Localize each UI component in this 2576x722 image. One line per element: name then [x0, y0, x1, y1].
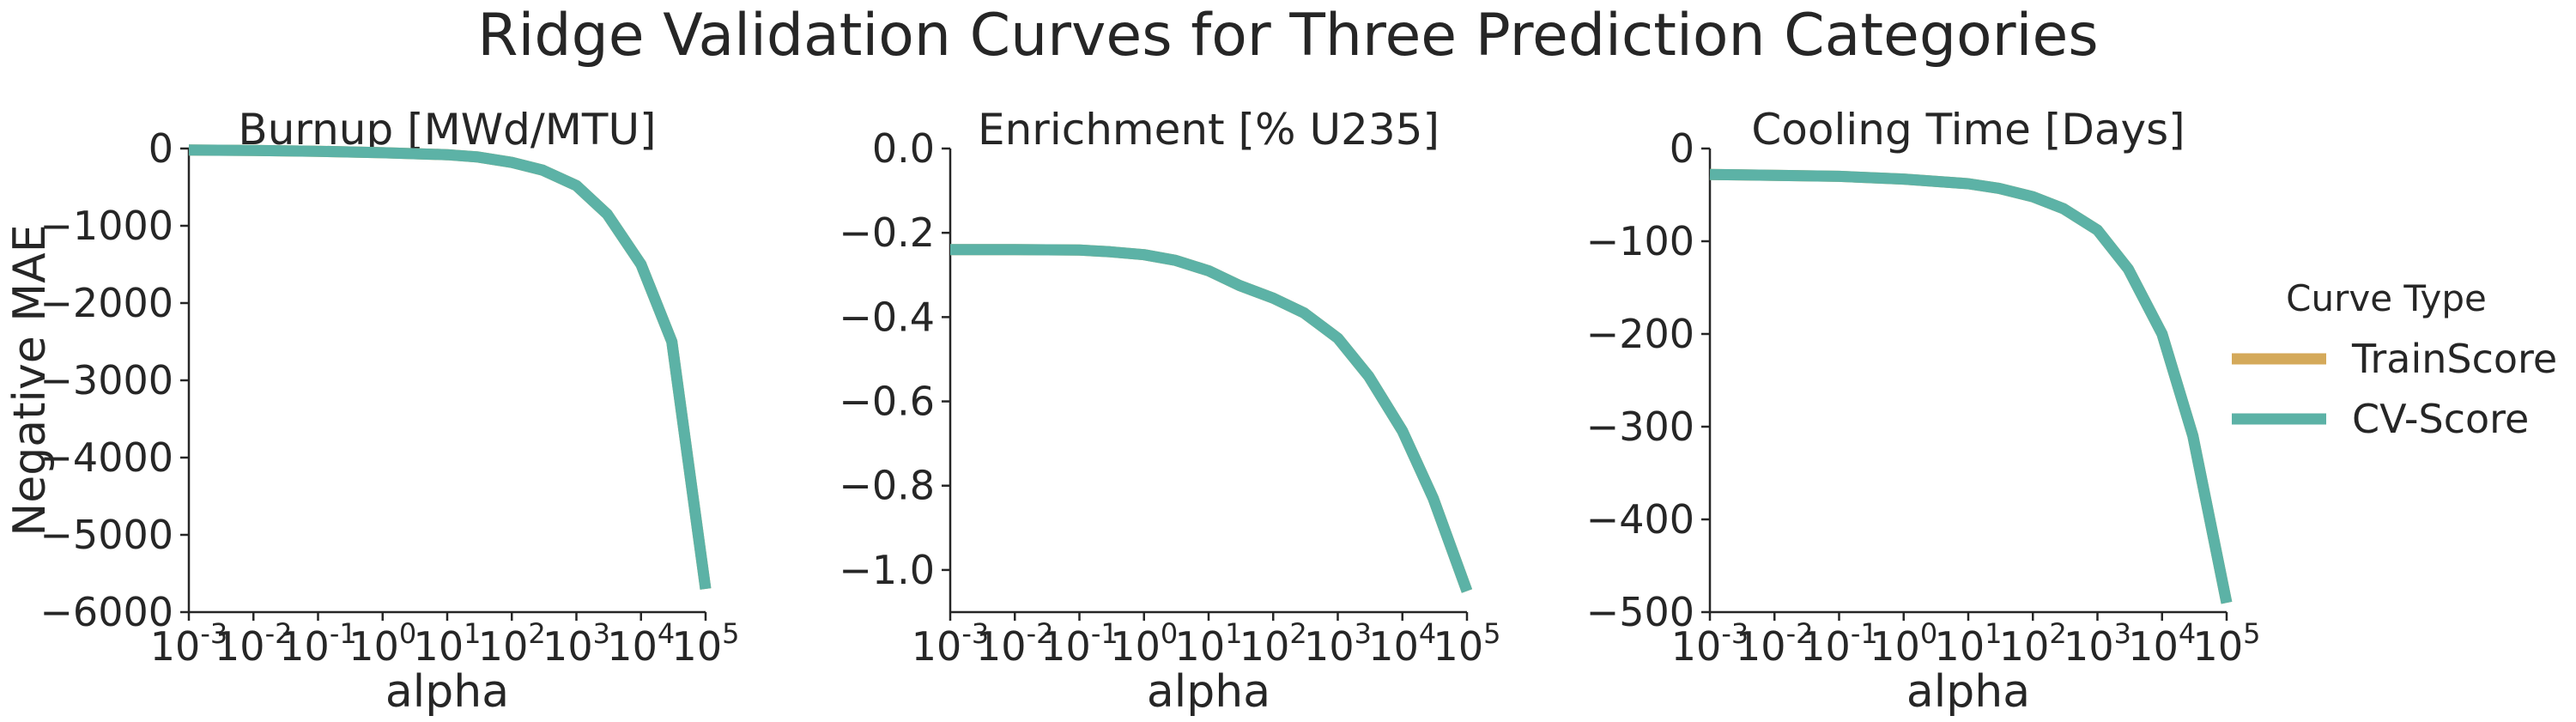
series-line-trainscore — [1709, 168, 2233, 604]
chart-title: Ridge Validation Curves for Three Predic… — [477, 2, 2099, 70]
y-tick-label: 0.0 — [872, 125, 935, 172]
x-axis-label: alpha — [1147, 666, 1270, 718]
y-tick-label: −3000 — [39, 357, 173, 403]
series-line-cv-score — [1709, 168, 2233, 604]
x-tick-label: 100 — [349, 617, 416, 670]
y-axis-label: Negative MAE — [4, 224, 56, 536]
y-tick-label: −0.8 — [839, 463, 935, 509]
x-tick-label: 10-1 — [279, 617, 356, 670]
subplot-1: 0−1000−2000−3000−4000−5000−600010-310-21… — [4, 105, 739, 718]
y-tick-label: −1000 — [39, 203, 173, 249]
legend-label: TrainScore — [2351, 336, 2557, 382]
y-tick-label: −0.4 — [839, 294, 935, 340]
y-tick-label: −100 — [1586, 218, 1694, 264]
x-tick-label: 103 — [2064, 617, 2131, 670]
series-line-trainscore — [188, 144, 712, 590]
x-tick-label: 10-2 — [215, 617, 292, 670]
y-tick-label: −0.6 — [839, 379, 935, 425]
x-tick-label: 102 — [478, 617, 546, 670]
y-tick-label: −500 — [1586, 589, 1694, 635]
y-tick-label: −2000 — [39, 280, 173, 326]
y-tick-label: −5000 — [39, 512, 173, 558]
x-tick-label: 101 — [1175, 617, 1243, 670]
subplot-3: 0−100−200−300−400−50010-310-210-11001011… — [1586, 105, 2261, 718]
x-tick-label: 103 — [1304, 617, 1372, 670]
x-tick-label: 100 — [1870, 617, 1937, 670]
y-tick-label: −200 — [1586, 311, 1694, 357]
x-tick-label: 105 — [672, 617, 740, 670]
x-tick-label: 100 — [1110, 617, 1178, 670]
y-tick-label: −4000 — [39, 434, 173, 481]
x-tick-label: 105 — [2193, 617, 2261, 670]
x-tick-label: 104 — [2128, 617, 2196, 670]
y-tick-label: −400 — [1586, 496, 1694, 543]
x-tick-label: 10-3 — [912, 617, 989, 670]
legend-title: Curve Type — [2286, 277, 2487, 319]
subplot-title: Enrichment [% U235] — [978, 105, 1440, 155]
x-tick-label: 10-3 — [150, 617, 227, 670]
x-tick-label: 10-1 — [1040, 617, 1118, 670]
y-tick-label: −6000 — [39, 589, 173, 635]
series-line-cv-score — [950, 244, 1473, 593]
y-tick-label: −300 — [1586, 403, 1694, 450]
y-tick-label: −0.2 — [839, 209, 935, 256]
x-tick-label: 104 — [1368, 617, 1436, 670]
subplot-title: Cooling Time [Days] — [1751, 105, 2185, 155]
x-tick-label: 101 — [414, 617, 482, 670]
x-tick-label: 102 — [1999, 617, 2067, 670]
y-tick-label: 0 — [148, 125, 173, 172]
x-tick-label: 103 — [542, 617, 610, 670]
x-tick-label: 10-2 — [976, 617, 1053, 670]
x-tick-label: 102 — [1240, 617, 1307, 670]
y-tick-label: −1.0 — [839, 547, 935, 593]
x-tick-label: 10-1 — [1800, 617, 1877, 670]
series-line-cv-score — [188, 144, 712, 590]
x-axis-label: alpha — [1906, 666, 2030, 718]
subplot-2: 0.0−0.2−0.4−0.6−0.8−1.010-310-210-110010… — [839, 105, 1500, 718]
x-tick-label: 10-3 — [1671, 617, 1749, 670]
x-tick-label: 10-2 — [1736, 617, 1813, 670]
legend-label: CV-Score — [2352, 396, 2529, 442]
x-axis-label: alpha — [385, 666, 509, 718]
x-tick-label: 105 — [1433, 617, 1501, 670]
x-tick-label: 104 — [607, 617, 675, 670]
y-tick-label: 0 — [1670, 125, 1694, 172]
legend: Curve Type TrainScore CV-Score — [2232, 277, 2557, 442]
x-tick-label: 101 — [1935, 617, 2003, 670]
